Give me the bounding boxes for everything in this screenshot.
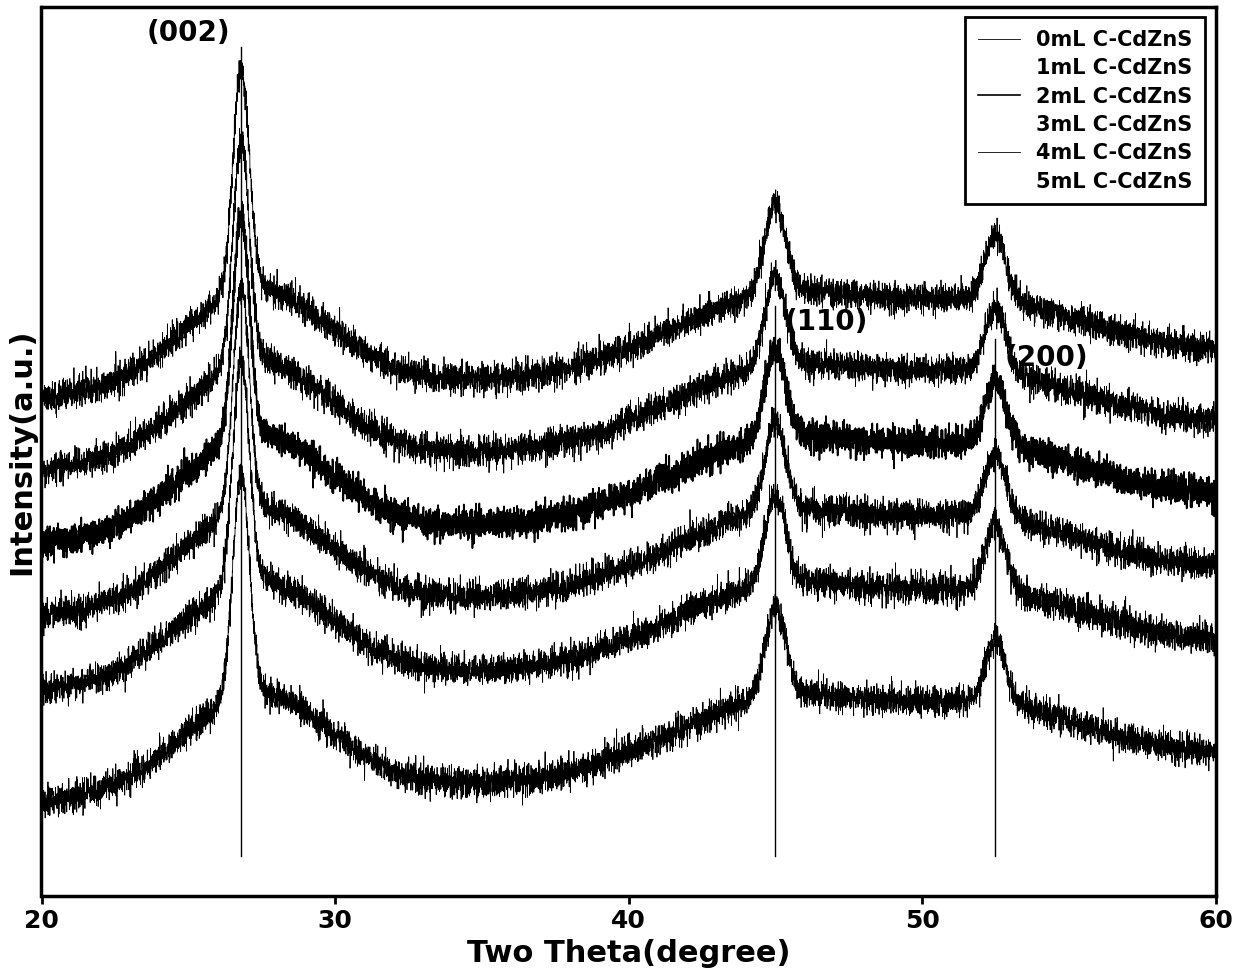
0mL C-CdZnS: [460, 380, 475, 392]
1mL C-CdZnS: [33, 465, 48, 477]
0mL C-CdZnS: [905, 292, 920, 303]
1mL C-CdZnS: [729, 369, 744, 380]
2mL C-CdZnS: [967, 435, 982, 447]
1mL C-CdZnS: [1208, 415, 1223, 427]
5mL C-CdZnS: [460, 792, 475, 803]
4mL C-CdZnS: [93, 672, 108, 683]
1mL C-CdZnS: [967, 355, 982, 367]
Line: 0mL C-CdZnS: 0mL C-CdZnS: [41, 60, 1215, 417]
Line: 1mL C-CdZnS: 1mL C-CdZnS: [41, 129, 1215, 488]
4mL C-CdZnS: [460, 664, 475, 676]
0mL C-CdZnS: [33, 405, 48, 416]
3mL C-CdZnS: [729, 515, 744, 527]
3mL C-CdZnS: [460, 587, 475, 599]
3mL C-CdZnS: [234, 272, 249, 284]
5mL C-CdZnS: [37, 812, 52, 824]
2mL C-CdZnS: [1208, 496, 1223, 508]
4mL C-CdZnS: [61, 700, 76, 712]
0mL C-CdZnS: [93, 381, 108, 393]
Line: 2mL C-CdZnS: 2mL C-CdZnS: [41, 202, 1215, 564]
Y-axis label: Intensity(a.u.): Intensity(a.u.): [7, 329, 36, 575]
2mL C-CdZnS: [33, 542, 48, 554]
Line: 5mL C-CdZnS: 5mL C-CdZnS: [41, 464, 1215, 818]
0mL C-CdZnS: [50, 411, 64, 423]
2mL C-CdZnS: [35, 558, 50, 569]
1mL C-CdZnS: [780, 310, 795, 322]
5mL C-CdZnS: [93, 781, 108, 793]
0mL C-CdZnS: [729, 298, 744, 310]
3mL C-CdZnS: [905, 514, 920, 526]
4mL C-CdZnS: [729, 581, 744, 593]
1mL C-CdZnS: [232, 123, 247, 135]
3mL C-CdZnS: [36, 630, 51, 642]
2mL C-CdZnS: [905, 441, 920, 452]
1mL C-CdZnS: [460, 461, 475, 473]
3mL C-CdZnS: [93, 604, 108, 616]
4mL C-CdZnS: [33, 683, 48, 695]
1mL C-CdZnS: [93, 455, 108, 467]
5mL C-CdZnS: [780, 645, 795, 657]
4mL C-CdZnS: [967, 581, 982, 593]
3mL C-CdZnS: [967, 508, 982, 520]
3mL C-CdZnS: [1208, 560, 1223, 571]
4mL C-CdZnS: [1208, 630, 1223, 642]
4mL C-CdZnS: [905, 589, 920, 601]
3mL C-CdZnS: [33, 598, 48, 609]
5mL C-CdZnS: [33, 793, 48, 804]
5mL C-CdZnS: [905, 695, 920, 707]
0mL C-CdZnS: [780, 254, 795, 265]
2mL C-CdZnS: [93, 518, 108, 529]
0mL C-CdZnS: [233, 55, 248, 66]
Legend: 0mL C-CdZnS, 1mL C-CdZnS, 2mL C-CdZnS, 3mL C-CdZnS, 4mL C-CdZnS, 5mL C-CdZnS: 0mL C-CdZnS, 1mL C-CdZnS, 2mL C-CdZnS, 3…: [966, 18, 1205, 204]
5mL C-CdZnS: [233, 458, 248, 470]
1mL C-CdZnS: [905, 370, 920, 382]
Text: (200): (200): [1004, 343, 1087, 371]
5mL C-CdZnS: [729, 693, 744, 705]
4mL C-CdZnS: [780, 533, 795, 545]
4mL C-CdZnS: [232, 341, 247, 353]
3mL C-CdZnS: [780, 465, 795, 477]
Line: 4mL C-CdZnS: 4mL C-CdZnS: [41, 347, 1215, 706]
2mL C-CdZnS: [729, 440, 744, 451]
2mL C-CdZnS: [460, 527, 475, 539]
5mL C-CdZnS: [1208, 754, 1223, 765]
X-axis label: Two Theta(degree): Two Theta(degree): [466, 939, 790, 968]
0mL C-CdZnS: [1208, 338, 1223, 350]
5mL C-CdZnS: [967, 693, 982, 705]
2mL C-CdZnS: [234, 196, 249, 208]
Line: 3mL C-CdZnS: 3mL C-CdZnS: [41, 278, 1215, 636]
1mL C-CdZnS: [37, 482, 52, 493]
0mL C-CdZnS: [967, 280, 982, 292]
2mL C-CdZnS: [780, 404, 795, 415]
Text: (002): (002): [146, 19, 231, 47]
Text: (110): (110): [784, 308, 868, 336]
